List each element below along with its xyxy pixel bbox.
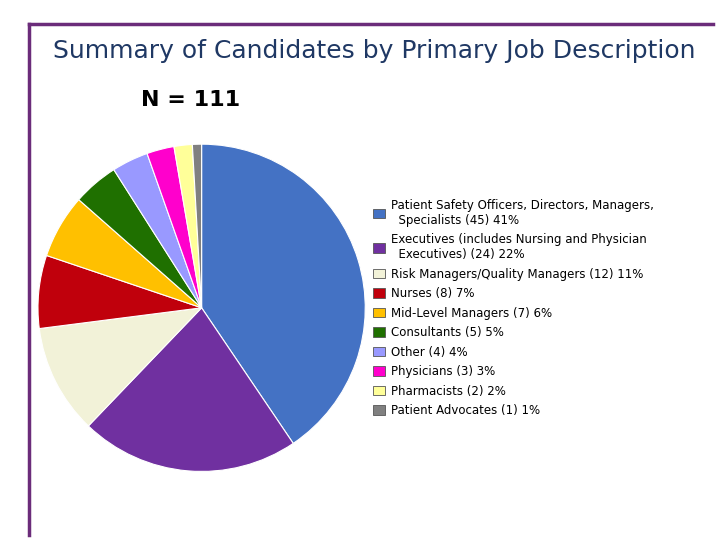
Wedge shape [38,255,202,328]
Wedge shape [192,144,202,308]
Wedge shape [114,153,202,308]
Wedge shape [78,170,202,308]
Wedge shape [89,308,293,471]
Text: N = 111: N = 111 [141,90,240,110]
Wedge shape [202,144,365,443]
Wedge shape [47,200,202,308]
Wedge shape [147,146,202,308]
Text: Summary of Candidates by Primary Job Description: Summary of Candidates by Primary Job Des… [53,39,696,63]
Wedge shape [40,308,202,426]
Wedge shape [174,144,202,308]
Legend: Patient Safety Officers, Directors, Managers,
  Specialists (45) 41%, Executives: Patient Safety Officers, Directors, Mana… [373,199,654,417]
